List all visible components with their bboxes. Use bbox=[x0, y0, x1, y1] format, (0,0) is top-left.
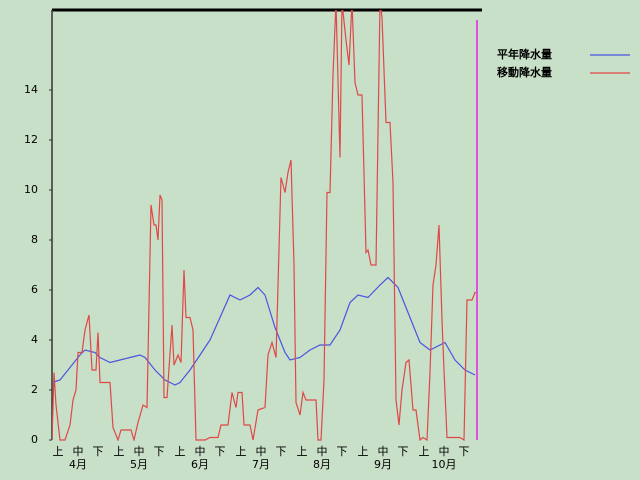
month-label: 10月 bbox=[432, 458, 457, 471]
y-tick-label: 8 bbox=[31, 233, 38, 246]
month-label: 4月 bbox=[69, 458, 87, 471]
month-label: 6月 bbox=[191, 458, 209, 471]
x-tick-label: 中 bbox=[134, 445, 145, 458]
x-tick-label: 下 bbox=[459, 445, 470, 458]
x-tick-label: 下 bbox=[398, 445, 409, 458]
x-tick-label: 下 bbox=[276, 445, 287, 458]
x-tick-label: 上 bbox=[53, 445, 64, 458]
legend-label: 平年降水量 bbox=[497, 47, 552, 61]
x-tick-label: 上 bbox=[175, 445, 186, 458]
x-tick-label: 上 bbox=[236, 445, 247, 458]
x-tick-label: 中 bbox=[73, 445, 84, 458]
x-tick-label: 上 bbox=[114, 445, 125, 458]
x-tick-label: 下 bbox=[154, 445, 165, 458]
month-label: 9月 bbox=[374, 458, 392, 471]
x-tick-label: 中 bbox=[256, 445, 267, 458]
y-tick-label: 12 bbox=[24, 133, 38, 146]
plot-area bbox=[52, 10, 477, 441]
x-tick-label: 中 bbox=[439, 445, 450, 458]
y-tick-label: 6 bbox=[31, 283, 38, 296]
y-tick-label: 14 bbox=[24, 83, 38, 96]
x-tick-label: 下 bbox=[337, 445, 348, 458]
x-tick-label: 中 bbox=[195, 445, 206, 458]
legend-label: 移動降水量 bbox=[497, 65, 552, 79]
y-tick-label: 2 bbox=[31, 383, 38, 396]
x-tick-label: 中 bbox=[317, 445, 328, 458]
series-line bbox=[52, 10, 477, 441]
x-tick-label: 下 bbox=[215, 445, 226, 458]
y-tick-label: 10 bbox=[24, 183, 38, 196]
x-tick-label: 上 bbox=[297, 445, 308, 458]
month-label: 7月 bbox=[252, 458, 270, 471]
y-tick-label: 0 bbox=[31, 433, 38, 446]
x-tick-label: 上 bbox=[358, 445, 369, 458]
series-line bbox=[52, 276, 476, 386]
month-label: 5月 bbox=[130, 458, 148, 471]
x-tick-label: 中 bbox=[378, 445, 389, 458]
y-tick-label: 4 bbox=[31, 333, 38, 346]
month-label: 8月 bbox=[313, 458, 331, 471]
x-tick-label: 上 bbox=[419, 445, 430, 458]
x-tick-label: 下 bbox=[93, 445, 104, 458]
